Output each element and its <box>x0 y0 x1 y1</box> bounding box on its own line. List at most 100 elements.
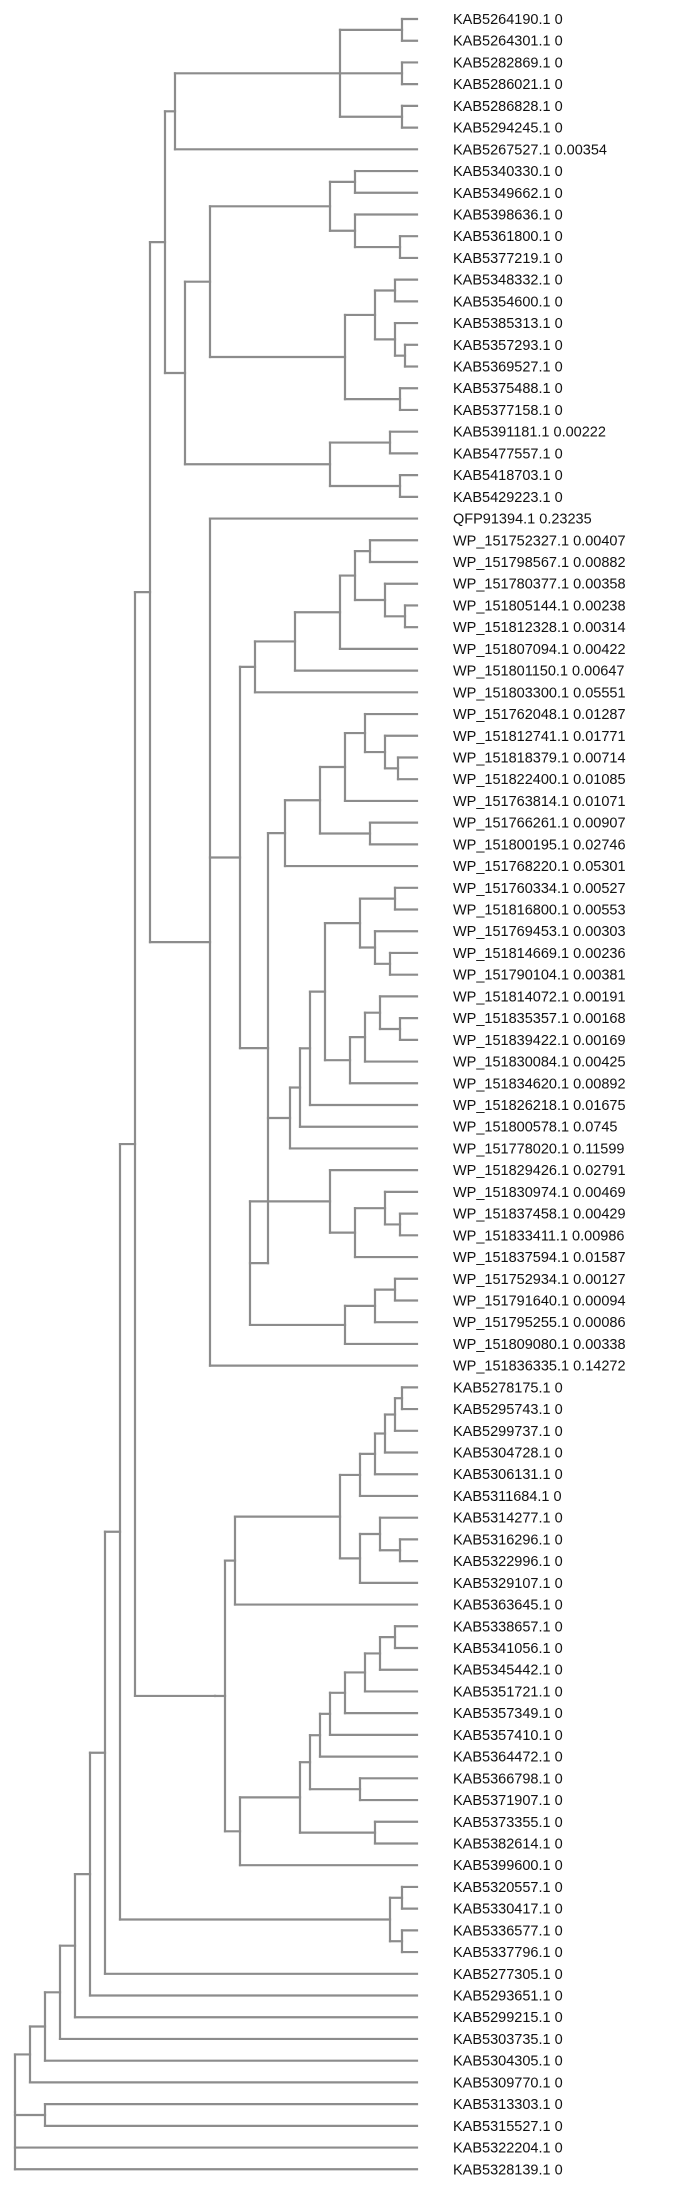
leaf-label: WP_151798567.1 0.00882 <box>453 555 626 571</box>
leaf-label: KAB5329107.1 0 <box>453 1576 563 1592</box>
leaf-label: KAB5399600.1 0 <box>453 1858 563 1874</box>
leaf-label: KAB5299215.1 0 <box>453 2010 563 2026</box>
leaf-label: KAB5306131.1 0 <box>453 1467 563 1483</box>
leaf-label: WP_151830974.1 0.00469 <box>453 1185 626 1201</box>
leaf-label: KAB5364472.1 0 <box>453 1750 563 1766</box>
leaf-label: KAB5282869.1 0 <box>453 55 563 71</box>
leaf-label: WP_151762048.1 0.01287 <box>453 707 626 723</box>
leaf-label: WP_151801150.1 0.00647 <box>453 664 624 680</box>
leaf-label: WP_151822400.1 0.01085 <box>453 772 626 788</box>
leaf-label: KAB5349662.1 0 <box>453 186 563 202</box>
leaf-label: KAB5340330.1 0 <box>453 164 563 180</box>
leaf-label: KAB5348332.1 0 <box>453 273 563 289</box>
leaf-label: KAB5299737.1 0 <box>453 1424 563 1440</box>
leaf-label: WP_151814669.1 0.00236 <box>453 946 626 962</box>
leaf-label: KAB5477557.1 0 <box>453 446 563 462</box>
leaf-label: KAB5311684.1 0 <box>453 1489 562 1505</box>
leaf-label: WP_151835357.1 0.00168 <box>453 1011 626 1027</box>
leaf-label: KAB5304728.1 0 <box>453 1446 563 1462</box>
leaf-label: KAB5429223.1 0 <box>453 490 563 506</box>
leaf-label: WP_151830084.1 0.00425 <box>453 1055 626 1071</box>
leaf-label: WP_151816800.1 0.00553 <box>453 903 626 919</box>
leaf-label: KAB5304305.1 0 <box>453 2054 563 2070</box>
leaf-label: KAB5303735.1 0 <box>453 2032 563 2048</box>
leaf-label: WP_151795255.1 0.00086 <box>453 1315 626 1331</box>
leaf-label: WP_151800195.1 0.02746 <box>453 837 626 853</box>
leaf-label: WP_151807094.1 0.00422 <box>453 642 626 658</box>
leaf-label: KAB5286021.1 0 <box>453 77 563 93</box>
leaf-label: KAB5371907.1 0 <box>453 1793 563 1809</box>
leaf-label: KAB5391181.1 0.00222 <box>453 425 606 441</box>
leaf-label: KAB5351721.1 0 <box>453 1684 563 1700</box>
leaf-labels: KAB5264190.1 0 KAB5264301.1 0 KAB5282869.1… <box>453 12 626 2178</box>
leaf-label: KAB5418703.1 0 <box>453 468 563 484</box>
leaf-label: KAB5366798.1 0 <box>453 1771 563 1787</box>
leaf-label: WP_151752327.1 0.00407 <box>453 533 626 549</box>
leaf-label: KAB5341056.1 0 <box>453 1641 563 1657</box>
leaf-label: KAB5336577.1 0 <box>453 1923 563 1939</box>
leaf-label: KAB5316296.1 0 <box>453 1532 563 1548</box>
leaf-label: KAB5267527.1 0.00354 <box>453 142 607 158</box>
leaf-label: KAB5345442.1 0 <box>453 1663 563 1679</box>
leaf-label: KAB5363645.1 0 <box>453 1598 563 1614</box>
leaf-label: KAB5354600.1 0 <box>453 294 563 310</box>
leaf-label: WP_151818379.1 0.00714 <box>453 750 626 766</box>
leaf-label: WP_151769453.1 0.00303 <box>453 924 626 940</box>
leaf-label: KAB5315527.1 0 <box>453 2119 563 2135</box>
leaf-label: WP_151839422.1 0.00169 <box>453 1033 626 1049</box>
leaf-label: KAB5278175.1 0 <box>453 1380 563 1396</box>
leaf-label: WP_151809080.1 0.00338 <box>453 1337 626 1353</box>
leaf-label: KAB5328139.1 0 <box>453 2162 563 2178</box>
leaf-label: WP_151752934.1 0.00127 <box>453 1272 626 1288</box>
leaf-label: WP_151766261.1 0.00907 <box>453 816 626 832</box>
leaf-label: WP_151800578.1 0.0745 <box>453 1120 617 1136</box>
leaf-label: WP_151826218.1 0.01675 <box>453 1098 626 1114</box>
leaf-label: WP_151837458.1 0.00429 <box>453 1207 626 1223</box>
leaf-label: WP_151836335.1 0.14272 <box>453 1359 626 1375</box>
leaf-label: WP_151812741.1 0.01771 <box>453 729 626 745</box>
leaf-label: KAB5377219.1 0 <box>453 251 563 267</box>
leaf-label: WP_151803300.1 0.05551 <box>453 685 626 701</box>
leaf-label: KAB5294245.1 0 <box>453 121 563 137</box>
leaf-label: WP_151805144.1 0.00238 <box>453 598 626 614</box>
leaf-label: KAB5264190.1 0 <box>453 12 563 28</box>
leaf-label: WP_151763814.1 0.01071 <box>453 794 626 810</box>
leaf-label: WP_151760334.1 0.00527 <box>453 881 626 897</box>
leaf-label: KAB5361800.1 0 <box>453 229 563 245</box>
leaf-label: WP_151829426.1 0.02791 <box>453 1163 626 1179</box>
leaf-label: KAB5320557.1 0 <box>453 1880 563 1896</box>
leaf-label: WP_151790104.1 0.00381 <box>453 968 626 984</box>
tree-branches <box>13 17 419 2171</box>
leaf-label: WP_151812328.1 0.00314 <box>453 620 626 636</box>
leaf-label: KAB5313303.1 0 <box>453 2097 563 2113</box>
leaf-label: KAB5398636.1 0 <box>453 207 563 223</box>
leaf-label: KAB5264301.1 0 <box>453 34 563 50</box>
leaf-label: WP_151778020.1 0.11599 <box>453 1141 624 1157</box>
leaf-label: KAB5330417.1 0 <box>453 1902 563 1918</box>
leaf-label: KAB5286828.1 0 <box>453 99 563 115</box>
leaf-label: KAB5382614.1 0 <box>453 1836 563 1852</box>
leaf-label: KAB5357293.1 0 <box>453 338 563 354</box>
leaf-label: KAB5309770.1 0 <box>453 2075 563 2091</box>
leaf-label: KAB5357410.1 0 <box>453 1728 563 1744</box>
leaf-label: KAB5338657.1 0 <box>453 1619 563 1635</box>
leaf-label: KAB5322996.1 0 <box>453 1554 563 1570</box>
leaf-label: KAB5295743.1 0 <box>453 1402 563 1418</box>
leaf-label: WP_151768220.1 0.05301 <box>453 859 626 875</box>
leaf-label: KAB5337796.1 0 <box>453 1945 563 1961</box>
leaf-label: KAB5277305.1 0 <box>453 1967 563 1983</box>
leaf-label: WP_151780377.1 0.00358 <box>453 577 626 593</box>
leaf-label: KAB5373355.1 0 <box>453 1815 563 1831</box>
leaf-label: WP_151814072.1 0.00191 <box>453 989 626 1005</box>
leaf-label: KAB5293651.1 0 <box>453 1989 563 2005</box>
leaf-label: KAB5385313.1 0 <box>453 316 563 332</box>
leaf-label: WP_151833411.1 0.00986 <box>453 1228 624 1244</box>
leaf-label: WP_151837594.1 0.01587 <box>453 1250 626 1266</box>
leaf-label: KAB5377158.1 0 <box>453 403 563 419</box>
leaf-label: WP_151791640.1 0.00094 <box>453 1293 626 1309</box>
leaf-label: KAB5375488.1 0 <box>453 381 563 397</box>
leaf-label: KAB5357349.1 0 <box>453 1706 563 1722</box>
leaf-label: QFP91394.1 0.23235 <box>453 512 592 528</box>
leaf-label: WP_151834620.1 0.00892 <box>453 1076 626 1092</box>
